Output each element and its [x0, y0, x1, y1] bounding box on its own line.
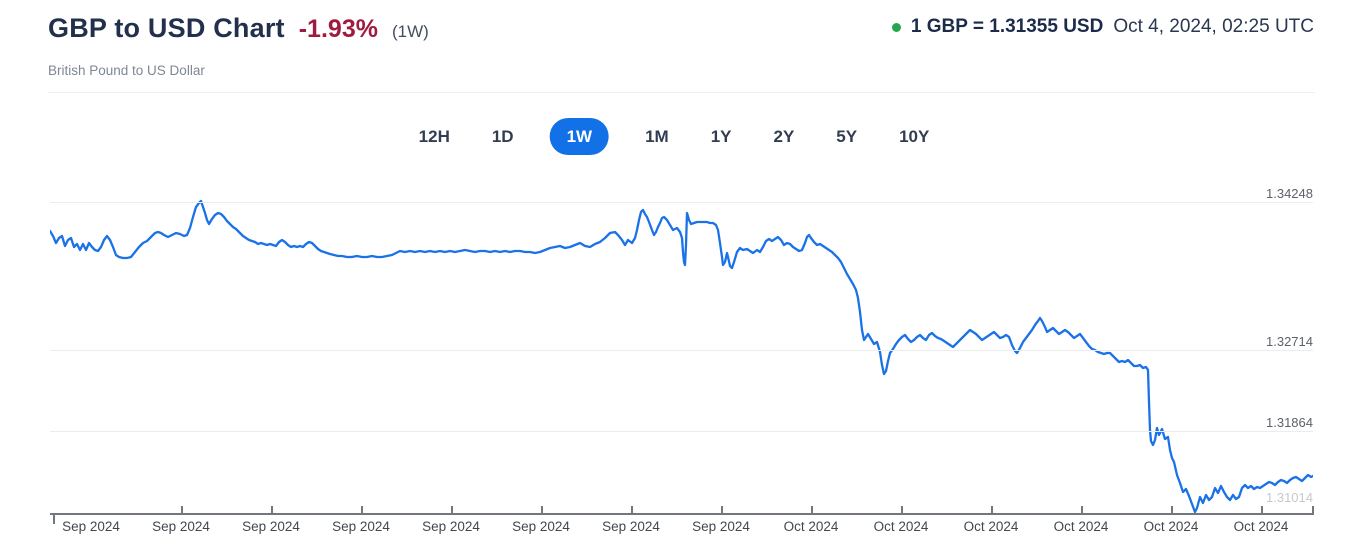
live-rate-value: 1 GBP = 1.31355 USD [910, 16, 1104, 37]
x-axis-tick [541, 506, 543, 513]
x-axis-end-tick [1312, 506, 1314, 513]
x-axis-start-tick [53, 513, 55, 524]
x-axis-tick [1261, 506, 1263, 513]
x-axis-label: Oct 2024 [1233, 519, 1289, 534]
x-axis-tick [1171, 506, 1173, 513]
y-axis-label: 1.34248 [1266, 186, 1313, 201]
tab-5y[interactable]: 5Y [836, 127, 858, 146]
y-axis-label: 1.31014 [1266, 490, 1313, 505]
x-axis-label: Oct 2024 [873, 519, 929, 534]
x-axis-tick [271, 506, 273, 513]
x-axis-tick [811, 506, 813, 513]
header-title-row: GBP to USD Chart -1.93% (1W) [48, 13, 429, 44]
y-gridline [50, 431, 1313, 432]
rate-line-chart[interactable] [50, 165, 1313, 513]
y-axis-label: 1.32714 [1266, 334, 1313, 349]
x-axis-tick [361, 506, 363, 513]
y-gridline [50, 202, 1313, 203]
x-axis-tick [451, 506, 453, 513]
x-axis-label: Sep 2024 [692, 519, 750, 534]
x-axis-label: Oct 2024 [783, 519, 839, 534]
x-axis-tick [631, 506, 633, 513]
x-axis-label: Sep 2024 [152, 519, 210, 534]
timeframe-tabbar: 12H 1D 1W 1M 1Y 2Y 5Y 10Y [413, 118, 936, 155]
page-subtitle: British Pound to US Dollar [48, 63, 205, 78]
x-axis-tick [1081, 506, 1083, 513]
x-axis-label: Sep 2024 [512, 519, 570, 534]
x-axis-label: Sep 2024 [602, 519, 660, 534]
x-axis-tick [721, 506, 723, 513]
tab-1y[interactable]: 1Y [710, 127, 732, 146]
x-axis-line [50, 513, 1314, 515]
x-axis-label: Sep 2024 [62, 519, 120, 534]
live-status-dot-icon [891, 22, 901, 32]
y-axis-label: 1.31864 [1266, 415, 1313, 430]
tab-1d[interactable]: 1D [491, 127, 514, 146]
tab-10y[interactable]: 10Y [899, 127, 930, 146]
change-percent: -1.93% [298, 15, 378, 43]
rate-line-series [50, 199, 1313, 513]
tab-12h[interactable]: 12H [418, 127, 450, 146]
y-gridline [50, 350, 1313, 351]
live-rate-row: 1 GBP = 1.31355 USD Oct 4, 2024, 02:25 U… [891, 16, 1314, 38]
page-title: GBP to USD Chart [48, 13, 285, 43]
x-axis-label: Sep 2024 [332, 519, 390, 534]
x-axis-label: Oct 2024 [1053, 519, 1109, 534]
change-period: (1W) [391, 22, 429, 41]
x-axis-label: Sep 2024 [422, 519, 480, 534]
live-rate-timestamp: Oct 4, 2024, 02:25 UTC [1113, 16, 1314, 37]
header-divider [48, 92, 1315, 93]
x-axis-tick [901, 506, 903, 513]
tab-2y[interactable]: 2Y [773, 127, 795, 146]
x-axis-tick [991, 506, 993, 513]
tab-1w[interactable]: 1W [549, 118, 610, 155]
tab-1m[interactable]: 1M [645, 127, 669, 146]
x-axis-label: Oct 2024 [963, 519, 1019, 534]
x-axis-tick [181, 506, 183, 513]
x-axis-label: Sep 2024 [242, 519, 300, 534]
x-axis-label: Oct 2024 [1143, 519, 1199, 534]
